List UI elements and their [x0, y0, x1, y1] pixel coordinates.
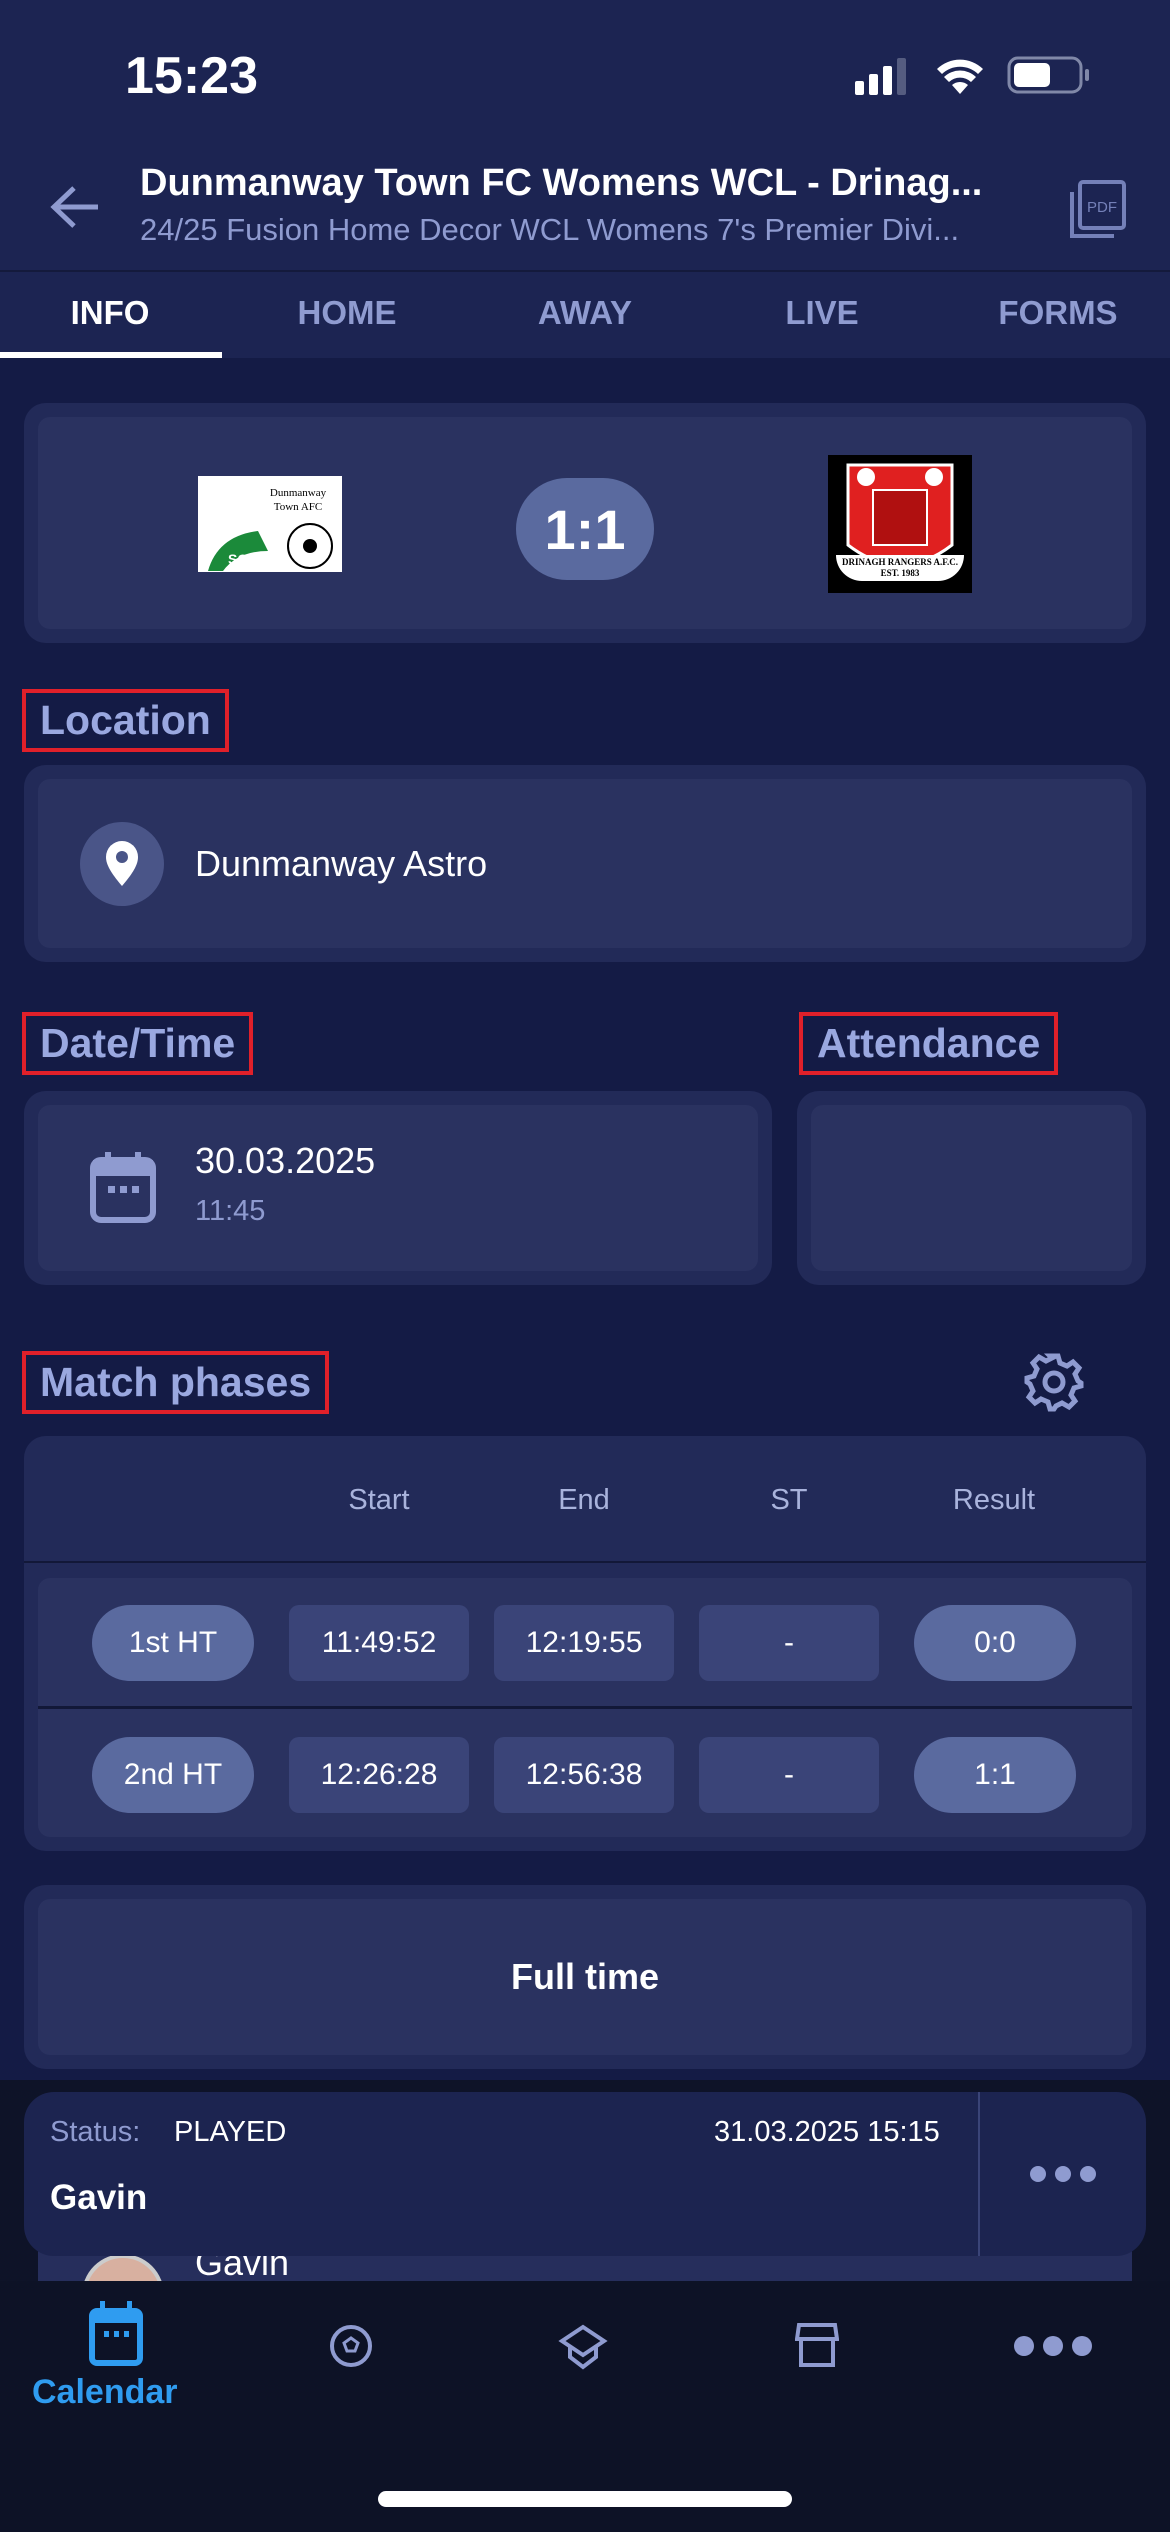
location-value: Dunmanway Astro — [195, 843, 488, 884]
active-tab-indicator — [0, 352, 222, 358]
attendance-card[interactable] — [797, 1091, 1146, 1285]
app-header: PDF — [0, 150, 1170, 270]
match-phases-heading: Match phases — [22, 1351, 330, 1414]
gear-icon[interactable] — [1024, 1352, 1084, 1412]
clock: 15:23 — [125, 47, 258, 105]
competition-subtitle: 24/25 Fusion Home Decor WCL Womens 7's P… — [140, 212, 960, 247]
phase-result[interactable]: 1:1 — [914, 1737, 1076, 1813]
calendar-icon — [89, 2301, 143, 2366]
soccer-ball-icon[interactable] — [328, 2323, 374, 2369]
home-indicator[interactable] — [378, 2491, 792, 2507]
nav-label-calendar: Calendar — [32, 2373, 178, 2411]
phase-result[interactable]: 0:0 — [914, 1605, 1076, 1681]
match-title: Dunmanway Town FC Womens WCL - Drinag... — [140, 162, 983, 204]
phase-end[interactable]: 12:56:38 — [494, 1737, 674, 1813]
more-icon[interactable] — [1012, 2333, 1094, 2359]
tab-live[interactable]: LIVE — [785, 294, 859, 331]
tab-home[interactable]: HOME — [297, 294, 397, 331]
column-header-end: End — [558, 1484, 610, 1516]
svg-text:Dunmanway: Dunmanway — [270, 487, 327, 499]
datetime-heading: Date/Time — [22, 1012, 254, 1075]
calendar-icon — [90, 1152, 156, 1223]
tab-bar: INFO HOME AWAY LIVE FORMS — [0, 270, 1170, 358]
svg-text:SOCCER: SOCCER — [228, 551, 288, 567]
phase-st[interactable]: - — [699, 1737, 879, 1813]
away-logo-text: DRINAGH RANGERS A.F.C. EST. 1983 — [836, 555, 964, 581]
full-time-button[interactable]: Full time — [38, 1899, 1132, 2055]
wifi-icon — [937, 59, 983, 94]
phase-end[interactable]: 12:19:55 — [494, 1605, 674, 1681]
back-arrow-icon[interactable] — [48, 180, 103, 235]
status-card: Status: PLAYED 31.03.2025 15:15 Gavin — [24, 2092, 1146, 2256]
graduation-cap-icon[interactable] — [558, 2323, 608, 2373]
store-icon[interactable] — [795, 2321, 839, 2369]
away-team-logo: DRINAGH RANGERS A.F.C. EST. 1983 — [828, 455, 972, 593]
pdf-icon[interactable]: PDF — [1068, 180, 1128, 240]
more-options-icon[interactable] — [1028, 2162, 1098, 2186]
location-card — [24, 765, 1146, 962]
column-header-result: Result — [952, 1484, 1036, 1516]
nav-item-calendar[interactable]: Calendar — [30, 2301, 200, 2411]
phase-label[interactable]: 2nd HT — [92, 1737, 254, 1813]
home-team-logo: Dunmanway Town AFC SOCCER — [198, 476, 342, 572]
column-header-st: ST — [770, 1484, 808, 1516]
match-time: 11:45 — [195, 1195, 266, 1227]
phase-start[interactable]: 11:49:52 — [289, 1605, 469, 1681]
full-time-card: Full time — [24, 1885, 1146, 2069]
location-heading: Location — [22, 689, 229, 752]
phase-st[interactable]: - — [699, 1605, 879, 1681]
status-value: PLAYED — [174, 2116, 287, 2148]
column-header-start: Start — [348, 1484, 410, 1516]
datetime-card — [24, 1091, 772, 1285]
svg-text:PDF: PDF — [1087, 199, 1117, 216]
location-pin-icon — [80, 822, 164, 906]
tab-away[interactable]: AWAY — [537, 294, 633, 331]
battery-icon — [1007, 56, 1089, 94]
tab-info[interactable]: INFO — [70, 294, 150, 331]
svg-text:Town AFC: Town AFC — [274, 501, 322, 513]
tab-forms[interactable]: FORMS — [998, 294, 1118, 331]
status-user: Gavin — [50, 2178, 148, 2217]
status-label: Status: — [50, 2116, 141, 2148]
phase-label[interactable]: 1st HT — [92, 1605, 254, 1681]
signal-icon — [855, 58, 906, 95]
avatar — [82, 2254, 164, 2281]
status-timestamp: 31.03.2025 15:15 — [714, 2116, 940, 2148]
bottom-navigation: Calendar — [0, 2281, 1170, 2532]
match-date: 30.03.2025 — [195, 1140, 376, 1181]
phase-start[interactable]: 12:26:28 — [289, 1737, 469, 1813]
score-badge: 1:1 — [516, 478, 654, 580]
status-bar: 15:23 — [0, 0, 1170, 150]
attendance-heading: Attendance — [799, 1012, 1059, 1075]
